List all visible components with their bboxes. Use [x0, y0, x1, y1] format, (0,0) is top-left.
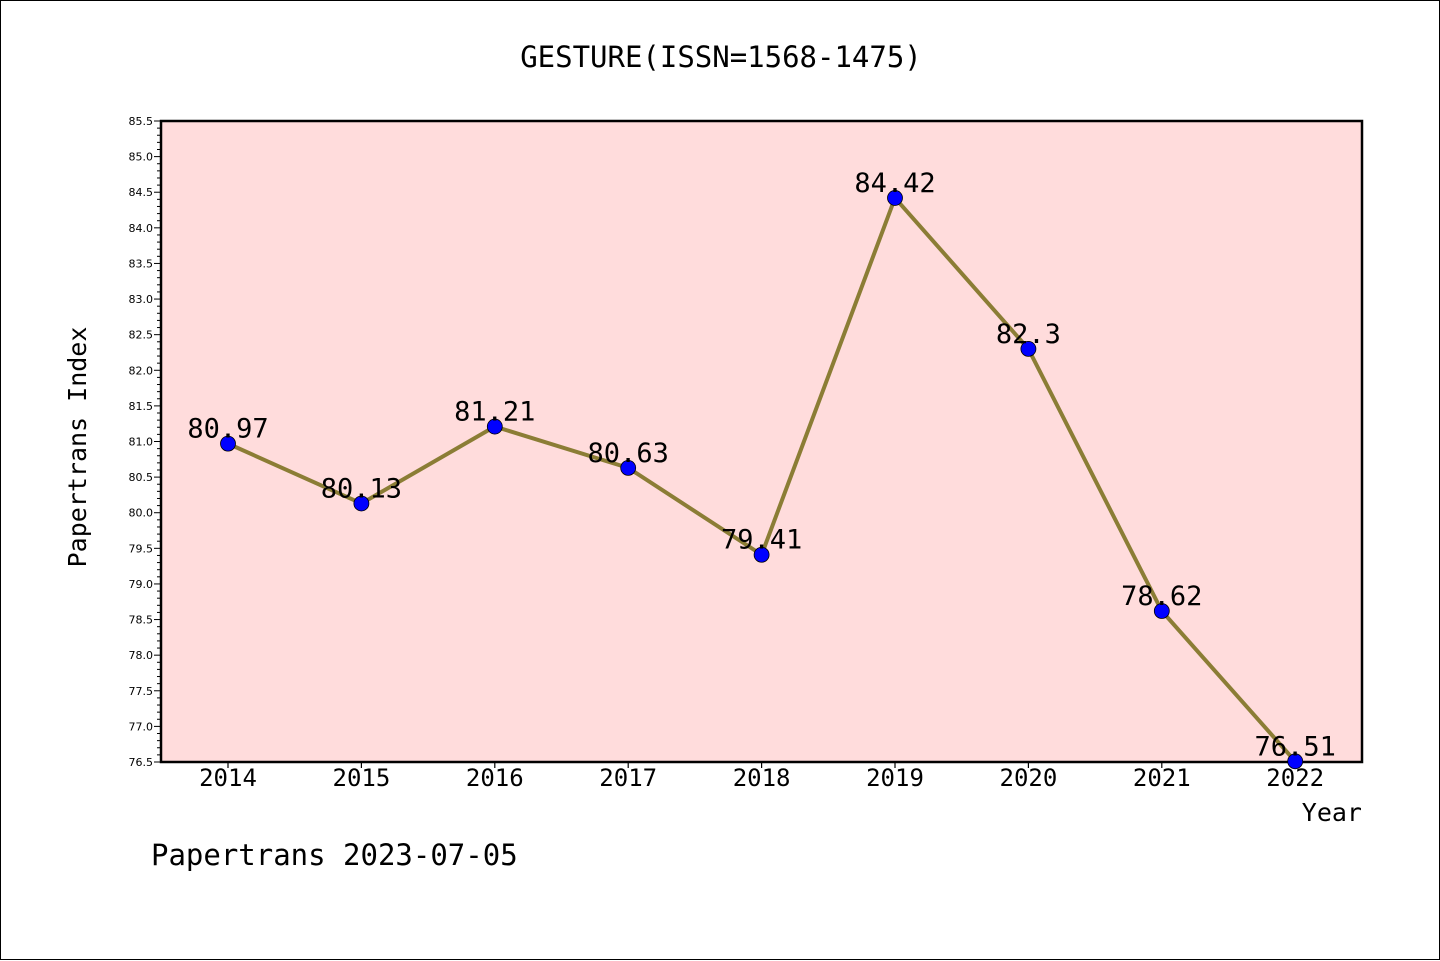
x-axis: 2014 2015 2016 2017 2018 2019 2020 2021 2022: [199, 762, 1324, 792]
x-tick-label: 2017: [599, 764, 657, 792]
data-point: [353, 495, 370, 512]
data-label: 80.13: [321, 473, 402, 504]
y-axis: 76.5 77.0 77.5 78.0 78.5 79.0 79.5 80.0 80.5 81.0…: [129, 115, 161, 769]
data-label: 80.63: [588, 438, 669, 469]
data-point: [1020, 341, 1037, 357]
y-tick-label: 76.5: [129, 756, 154, 769]
x-tick-label: 2018: [733, 764, 791, 792]
y-tick-label: 85.5: [129, 115, 154, 128]
data-point: [220, 435, 236, 452]
x-tick-label: 2014: [199, 764, 257, 792]
data-point: [887, 190, 903, 206]
y-tick-label: 77.0: [129, 720, 154, 733]
x-tick-label: 2015: [333, 764, 391, 792]
data-labels: 80.97 80.13 81.21 80.63 79.41 84.42 82.3 78.62 7…: [187, 168, 1335, 762]
y-tick-label: 79.0: [129, 578, 154, 591]
data-label: 78.62: [1121, 581, 1202, 612]
x-tick-label: 2016: [466, 764, 524, 792]
x-axis-label: Year: [1302, 798, 1362, 827]
y-tick-label: 80.5: [129, 471, 154, 484]
data-point: [620, 459, 637, 476]
y-tick-label: 84.0: [129, 222, 154, 235]
y-tick-label: 79.5: [129, 542, 154, 555]
data-label: 81.21: [454, 397, 535, 428]
y-tick-label: 83.0: [129, 293, 154, 306]
series-group: [220, 190, 1304, 770]
data-label: 80.97: [187, 414, 268, 445]
x-tick-label: 2019: [866, 764, 924, 792]
data-point: [1287, 753, 1304, 770]
y-tick-label: 77.5: [129, 685, 154, 698]
y-tick-label: 84.5: [129, 186, 154, 199]
data-label: 79.41: [721, 525, 802, 556]
y-tick-label: 82.5: [129, 329, 154, 342]
y-tick-label: 78.5: [129, 614, 154, 627]
y-tick-label: 85.0: [129, 151, 154, 164]
y-axis-label: Papertrans Index: [63, 327, 92, 568]
data-label: 76.51: [1255, 731, 1336, 762]
x-tick-label: 2021: [1133, 764, 1191, 792]
y-tick-label: 80.0: [129, 507, 154, 520]
y-tick-label: 78.0: [129, 649, 154, 662]
x-tick-label: 2020: [1000, 764, 1058, 792]
data-label: 82.3: [996, 319, 1061, 350]
y-tick-label: 81.0: [129, 436, 154, 449]
plot-area: [159, 119, 1364, 764]
data-point: [486, 418, 503, 435]
data-label: 84.42: [854, 168, 935, 199]
footer-text: Papertrans 2023-07-05: [151, 838, 518, 872]
chart-title: GESTURE(ISSN=1568-1475): [520, 40, 922, 74]
y-tick-label: 83.5: [129, 257, 154, 270]
y-tick-label: 82.0: [129, 364, 154, 377]
data-point: [1153, 603, 1170, 619]
y-tick-label: 81.5: [129, 400, 154, 413]
data-point: [753, 546, 770, 563]
